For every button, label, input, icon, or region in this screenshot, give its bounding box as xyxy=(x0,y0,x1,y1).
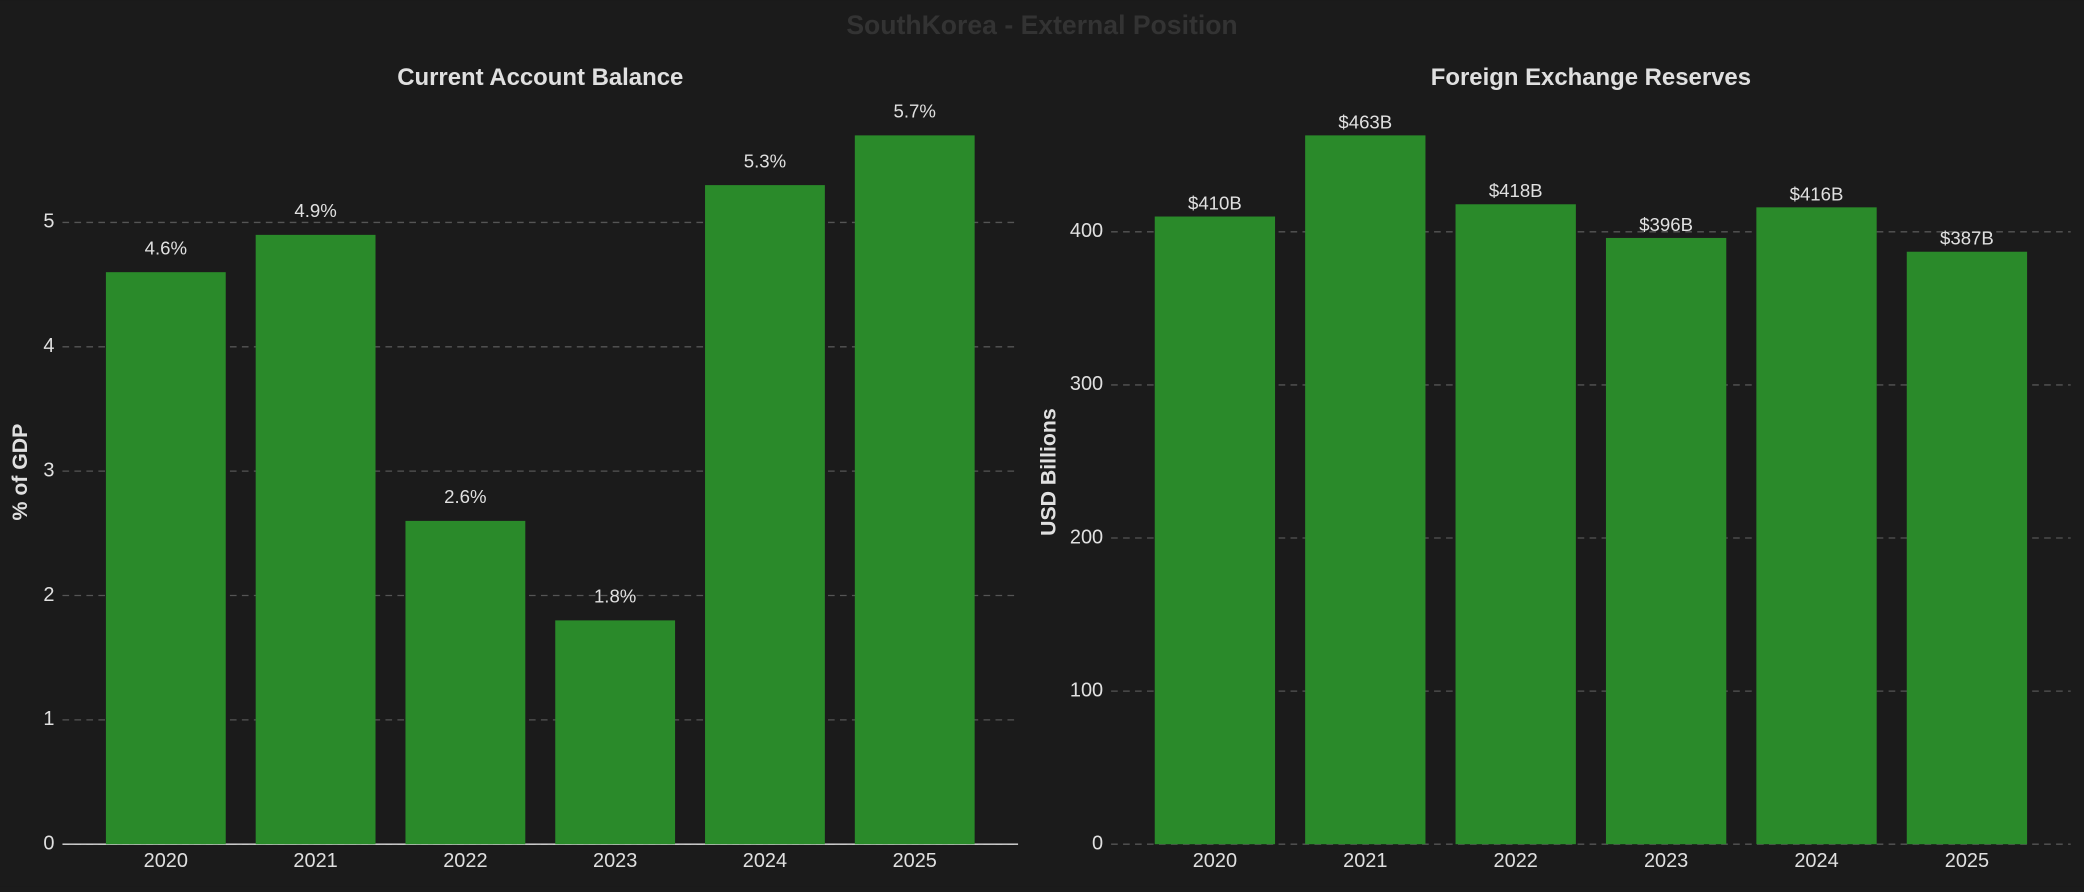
y-axis-label: % of GDP xyxy=(8,424,32,521)
value-label: $396B xyxy=(1639,214,1693,235)
x-tick-label: 2021 xyxy=(1343,850,1387,872)
y-tick-label: 2 xyxy=(43,584,54,606)
bar xyxy=(1906,251,2028,845)
bar xyxy=(405,520,526,845)
chart-title: Current Account Balance xyxy=(397,64,683,91)
x-tick-label: 2022 xyxy=(1494,850,1538,872)
x-tick-label: 2023 xyxy=(593,850,637,872)
y-tick-label: 0 xyxy=(1092,832,1103,854)
x-tick-label: 2024 xyxy=(1794,850,1838,872)
x-tick-label: 2024 xyxy=(743,850,787,872)
value-label: $387B xyxy=(1940,228,1994,249)
bar xyxy=(1455,204,1576,845)
value-label: 5.7% xyxy=(894,101,936,122)
bar xyxy=(1154,216,1276,845)
x-tick-label: 2020 xyxy=(144,850,188,872)
y-tick-label: 5 xyxy=(43,211,54,233)
value-label: 5.3% xyxy=(744,150,786,171)
figure-title: SouthKorea - External Position xyxy=(846,10,1237,40)
y-tick-label: 300 xyxy=(1070,373,1103,395)
value-label: $418B xyxy=(1489,180,1543,201)
value-label: $410B xyxy=(1188,192,1242,213)
x-tick-label: 2020 xyxy=(1193,850,1237,872)
y-tick-label: 100 xyxy=(1070,679,1103,701)
y-tick-label: 4 xyxy=(43,335,54,357)
bar xyxy=(105,272,226,845)
bar xyxy=(854,135,975,845)
bar xyxy=(705,185,825,845)
x-tick-label: 2023 xyxy=(1644,850,1688,872)
y-tick-label: 1 xyxy=(43,708,54,730)
y-tick-label: 3 xyxy=(43,459,54,481)
value-label: $416B xyxy=(1790,183,1844,204)
x-tick-label: 2022 xyxy=(443,850,487,872)
x-tick-label: 2025 xyxy=(893,850,937,872)
chart-title: Foreign Exchange Reserves xyxy=(1431,64,1751,91)
bar xyxy=(255,234,376,845)
y-tick-label: 0 xyxy=(43,832,54,854)
value-label: 2.6% xyxy=(444,486,486,507)
x-tick-label: 2021 xyxy=(293,850,337,872)
bar xyxy=(1305,135,1426,845)
y-axis-label: USD Billions xyxy=(1037,408,1061,536)
x-tick-label: 2025 xyxy=(1945,850,1989,872)
value-label: 4.6% xyxy=(145,237,187,258)
value-label: 1.8% xyxy=(594,586,636,607)
bar xyxy=(1605,237,1727,845)
bar xyxy=(555,620,676,845)
y-tick-label: 200 xyxy=(1070,526,1103,548)
value-label: 4.9% xyxy=(294,200,336,221)
bar xyxy=(1756,207,1877,845)
value-label: $463B xyxy=(1338,111,1392,132)
y-tick-label: 400 xyxy=(1070,220,1103,242)
